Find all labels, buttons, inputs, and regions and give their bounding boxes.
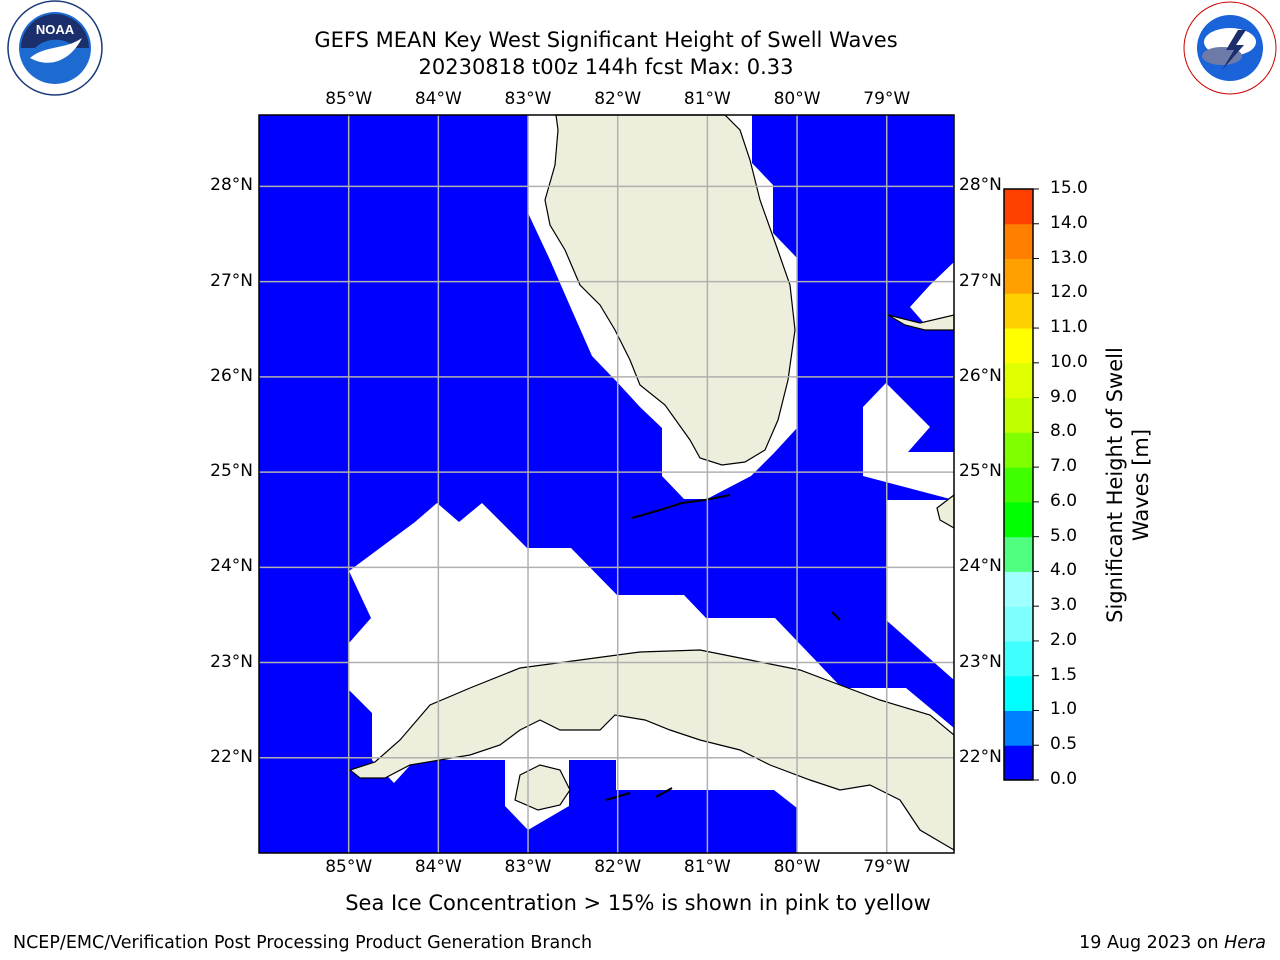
colorbar-segment	[1004, 432, 1033, 468]
colorbar-segment	[1004, 467, 1033, 503]
lat-tick-label: 26°N	[959, 365, 1002, 386]
lon-tick-label: 81°W	[683, 89, 731, 109]
lat-tick-label: 26°N	[210, 365, 253, 386]
lon-tick-label: 79°W	[863, 89, 911, 109]
colorbar	[1003, 188, 1039, 781]
map-title: GEFS MEAN Key West Significant Height of…	[314, 28, 898, 52]
colorbar-segment	[1004, 606, 1033, 642]
colorbar-segment	[1004, 258, 1033, 294]
lat-tick-label: 23°N	[210, 651, 253, 672]
colorbar-segment	[1004, 745, 1033, 781]
colorbar-segment	[1004, 501, 1033, 538]
map-subtitle: 20230818 t00z 144h fcst Max: 0.33	[418, 55, 794, 79]
lat-tick-label: 28°N	[210, 175, 253, 196]
lon-tick-label: 85°W	[325, 857, 373, 877]
colorbar-label: 8.0	[1050, 421, 1078, 442]
colorbar-segment	[1004, 675, 1033, 711]
colorbar-label: 10.0	[1050, 351, 1088, 372]
colorbar-label: 4.0	[1050, 560, 1078, 581]
colorbar-label: 14.0	[1050, 212, 1088, 233]
colorbar-label: 15.0	[1050, 178, 1088, 198]
lat-tick-label: 28°N	[959, 175, 1002, 196]
colorbar-frame	[1003, 188, 1034, 781]
colorbar-label: 1.5	[1050, 664, 1078, 685]
lon-tick-label: 81°W	[683, 857, 731, 877]
masked-region-north-bahamas	[910, 262, 954, 330]
colorbar-label: 12.0	[1050, 282, 1088, 303]
colorbar-segment	[1004, 640, 1033, 677]
colorbar-title: Significant Height of Swell Waves [m]	[1103, 347, 1153, 623]
lon-tick-label: 84°W	[414, 857, 462, 877]
lon-tick-label: 79°W	[863, 857, 911, 877]
colorbar-label: 13.0	[1050, 247, 1088, 268]
lat-tick-label: 25°N	[210, 461, 253, 482]
colorbar-segment	[1004, 710, 1033, 746]
colorbar-label: 7.0	[1050, 456, 1078, 477]
lon-tick-label: 85°W	[325, 89, 373, 109]
colorbar-segment	[1004, 536, 1033, 572]
lat-tick-label: 27°N	[959, 270, 1002, 291]
colorbar-label: 6.0	[1050, 490, 1078, 511]
lon-tick-label: 83°W	[504, 89, 552, 109]
noaa-logo: NOAA	[7, 0, 103, 96]
colorbar-label: 2.0	[1050, 629, 1078, 650]
colorbar-segment	[1004, 328, 1033, 364]
colorbar-label: 0.0	[1050, 769, 1078, 789]
masked-region-east	[886, 500, 954, 680]
cay-sal-bank	[831, 611, 841, 621]
colorbar-label: 0.5	[1050, 734, 1078, 755]
lat-tick-label: 24°N	[959, 556, 1002, 577]
colorbar-segment	[1004, 571, 1033, 607]
footer-date-text: 19 Aug 2023 on	[1079, 933, 1225, 953]
masked-region-bahamas	[863, 383, 954, 500]
cuba-land	[348, 649, 955, 852]
lon-tick-label: 80°W	[773, 857, 821, 877]
colorbar-label: 1.0	[1050, 699, 1078, 720]
map-frame	[258, 114, 955, 854]
colorbar-label: 9.0	[1050, 386, 1078, 407]
nws-logo	[1183, 1, 1277, 95]
colorbar-segment	[1004, 362, 1033, 399]
lat-tick-label: 22°N	[210, 746, 253, 767]
footer-date: 19 Aug 2023 on Hera	[1079, 933, 1266, 953]
footer-credit: NCEP/EMC/Verification Post Processing Pr…	[13, 933, 593, 953]
lon-tick-label: 82°W	[594, 89, 642, 109]
sea-ice-note: Sea Ice Concentration > 15% is shown in …	[345, 891, 931, 915]
lon-tick-label: 80°W	[773, 89, 821, 109]
lat-tick-label: 25°N	[959, 461, 1002, 482]
colorbar-segment	[1004, 223, 1033, 260]
florida-keys	[631, 494, 731, 519]
colorbar-segment	[1004, 293, 1033, 329]
lat-tick-label: 27°N	[210, 270, 253, 291]
colorbar-label: 5.0	[1050, 525, 1078, 546]
colorbar-segment	[1004, 189, 1033, 225]
map-panel	[258, 114, 955, 854]
colorbar-label: 3.0	[1050, 595, 1078, 616]
lon-tick-label: 83°W	[504, 857, 552, 877]
colorbar-label: 11.0	[1050, 317, 1088, 338]
lon-tick-label: 84°W	[414, 89, 462, 109]
noaa-logo-text: NOAA	[36, 22, 75, 37]
lat-tick-label: 22°N	[959, 746, 1002, 767]
colorbar-segment	[1004, 397, 1033, 433]
graticule	[259, 115, 954, 853]
lat-tick-label: 24°N	[210, 556, 253, 577]
footer-host: Hera	[1224, 933, 1266, 953]
lon-tick-label: 82°W	[594, 857, 642, 877]
lat-tick-label: 23°N	[959, 651, 1002, 672]
